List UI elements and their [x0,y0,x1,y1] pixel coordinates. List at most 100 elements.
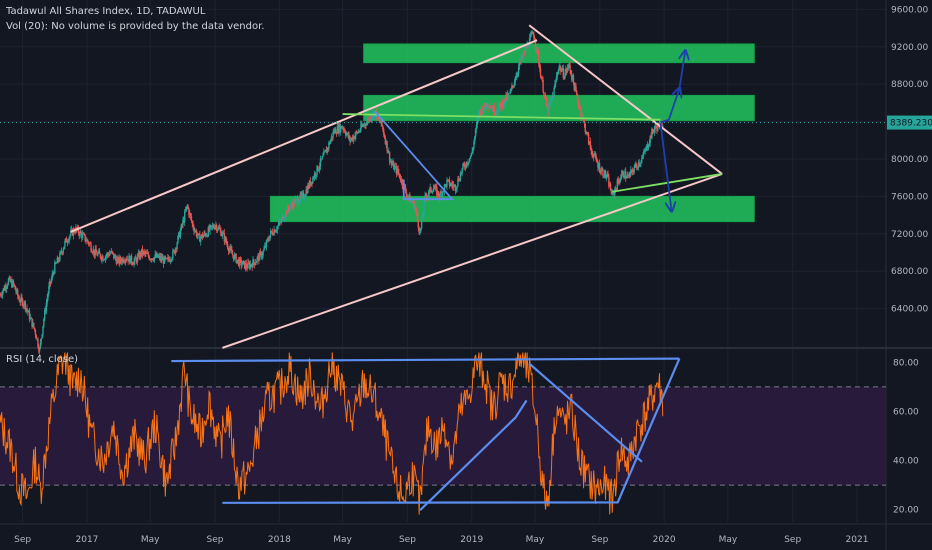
candle-body [389,161,392,162]
candle-body [302,192,304,194]
candle-body [97,253,99,256]
candle-body [330,136,333,141]
candle-body [360,124,362,131]
candle-body [413,200,415,209]
candle-body [528,46,530,48]
date-tick-label: Sep [591,535,608,545]
candle-body [196,235,199,237]
candle-body [261,255,263,258]
candle-body [496,112,499,114]
candle-body [502,104,505,108]
candle-body [509,91,511,94]
candle-body [470,153,473,157]
candle-body [457,178,459,186]
price-tick-label: 8000.00 [891,155,928,165]
candle-body [37,338,39,347]
candle-body [129,255,131,264]
date-tick-label: Sep [14,535,31,545]
candle-body [302,192,305,198]
candle-body [641,156,644,159]
candle-body [217,227,220,230]
candle-body [468,161,470,163]
candle-body [276,226,279,230]
candle-body [187,205,189,209]
candle-body [539,65,541,69]
candle-body [614,189,616,196]
candle-body [549,103,551,105]
candle-body [542,80,544,93]
candle-body [11,281,14,288]
candle-body [292,200,295,209]
candle-body [226,244,229,249]
candle-body [121,258,123,263]
candle-body [381,120,383,126]
candle-body [537,48,539,55]
candle-body [563,77,565,79]
candle-body [351,137,354,141]
candle-body [616,179,619,190]
candle-body [210,225,213,227]
chart-title: Tadawul All Shares Index, 1D, TADAWUL [6,6,206,17]
candle-body [436,186,438,196]
price-tick-label: 9200.00 [891,43,928,53]
candle-body [114,255,117,259]
candle-body [193,227,195,232]
candle-body [643,151,645,153]
candle-body [194,230,197,232]
candle-body [512,85,515,87]
candle-body [117,257,119,260]
candle-body [475,124,478,130]
candle-body [587,132,589,135]
candle-body [125,259,128,261]
candle-body [339,125,342,132]
candle-body [602,169,604,176]
candle-body [94,248,96,256]
candle-body [449,185,452,186]
candle-body [363,123,366,126]
candle-body [84,234,86,241]
candle-body [259,252,261,261]
candle-body [57,257,59,261]
candle-body [418,227,420,233]
candle-body [56,257,59,263]
candle-body [215,225,217,227]
candle-body [31,318,33,327]
candle-body [343,129,345,131]
candle-body [654,125,656,130]
candle-body [313,173,316,179]
candle-body [480,107,483,115]
candle-body [391,163,393,165]
candle-body [144,252,146,254]
candle-body [454,184,457,191]
date-tick-label: Sep [207,535,224,545]
candle-body [319,158,322,167]
candle-body [476,119,479,125]
candle-body [222,232,225,234]
candle-body [488,106,490,109]
candle-body [345,132,347,136]
candle-body [506,94,509,100]
candle-body [526,43,528,49]
candle-body [158,255,161,257]
candle-body [127,259,129,262]
candle-body [383,129,385,135]
candle-body [342,127,344,130]
candle-body [240,259,242,266]
candle-body [216,229,219,231]
candle-body [632,171,635,173]
candle-body [91,250,93,253]
candle-body [38,346,40,352]
candle-body [400,179,403,182]
candle-body [652,130,655,133]
candle-body [70,230,72,235]
candle-body [508,93,511,95]
candle-body [359,130,361,132]
candle-body [22,305,25,307]
candle-body [10,280,12,282]
candle-body [200,237,202,242]
candle-body [231,250,233,254]
candle-body [49,281,51,286]
candle-body [11,280,13,288]
candle-body [171,258,173,261]
candle-body [529,34,532,38]
